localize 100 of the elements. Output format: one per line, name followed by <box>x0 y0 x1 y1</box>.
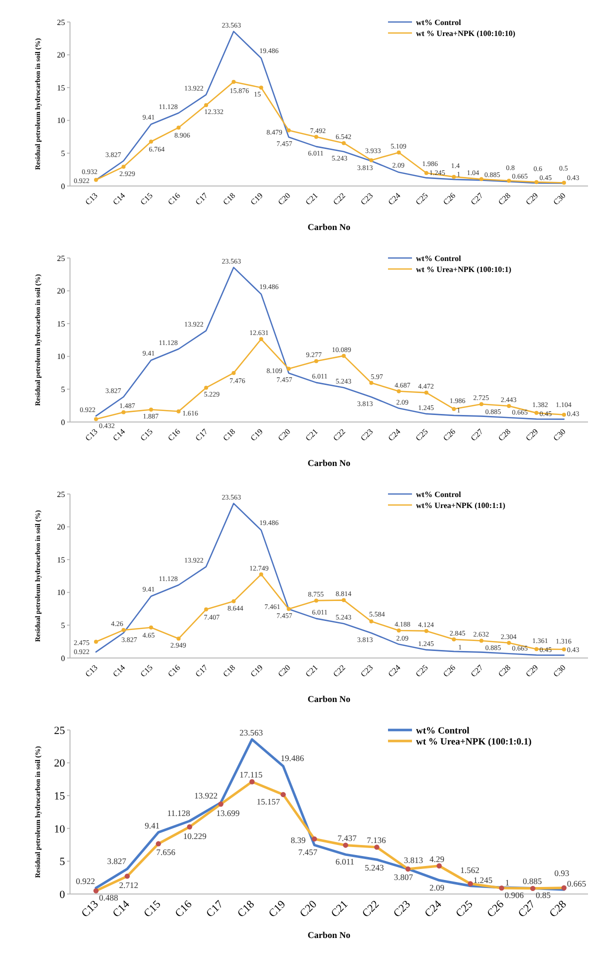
x-tick-label: C21 <box>304 427 320 443</box>
point <box>94 640 98 644</box>
x-tick-label: C20 <box>276 191 292 207</box>
data-label: 10.229 <box>183 830 206 841</box>
y-tick-label: 5 <box>61 621 65 630</box>
legend-label: wt% Control <box>416 490 462 499</box>
point <box>176 126 181 130</box>
data-label: 17.115 <box>239 770 263 780</box>
data-label: 2.712 <box>119 880 138 890</box>
x-tick-label: C30 <box>552 427 568 443</box>
x-tick-label: C15 <box>138 663 154 679</box>
x-tick-label: C15 <box>142 898 164 920</box>
data-label: 7.656 <box>156 846 176 857</box>
y-tick-label: 10 <box>54 823 66 836</box>
x-tick-label: C23 <box>358 427 375 443</box>
x-tick-label: C22 <box>331 427 348 443</box>
data-label: 0.665 <box>567 878 586 889</box>
x-tick-label: C16 <box>166 427 182 443</box>
y-tick-label: 5 <box>60 856 66 868</box>
x-tick-label: C19 <box>266 898 288 920</box>
data-label: 0.906 <box>504 890 524 900</box>
x-tick-label: C21 <box>304 663 320 679</box>
data-label: 3.807 <box>394 872 414 882</box>
x-tick-label: C13 <box>79 898 102 920</box>
x-tick-label: C24 <box>422 898 444 920</box>
data-label: 7.136 <box>366 835 386 846</box>
y-tick-label: 15 <box>57 83 65 92</box>
y-tick-label: 15 <box>54 790 66 802</box>
point <box>369 158 374 162</box>
y-tick-label: 25 <box>54 724 66 737</box>
x-tick-label: C24 <box>386 427 402 443</box>
data-label: 1.245 <box>473 874 493 885</box>
x-tick-label: C13 <box>84 663 100 679</box>
data-label: 3.827 <box>107 856 126 866</box>
y-tick-label: 0 <box>61 182 65 191</box>
x-tick-label: C26 <box>441 663 458 679</box>
data-label: 23.563 <box>239 727 263 738</box>
point <box>534 410 538 415</box>
x-tick-label: C27 <box>516 898 538 920</box>
y-tick-label: 15 <box>57 555 65 564</box>
x-tick-label: C30 <box>552 663 568 679</box>
data-label: 0.885 <box>522 876 542 886</box>
data-label: 1.562 <box>460 864 480 875</box>
point <box>396 150 401 154</box>
x-tick-label: C28 <box>496 427 512 443</box>
x-tick-label: C18 <box>235 898 258 920</box>
point <box>94 178 98 182</box>
x-tick-label: C20 <box>276 427 292 443</box>
point <box>479 638 484 643</box>
point <box>204 386 208 390</box>
y-tick-label: 10 <box>57 588 65 598</box>
y-tick-label: 5 <box>61 149 65 158</box>
point <box>314 598 318 603</box>
x-tick-label: C13 <box>84 191 100 207</box>
x-tick-label: C15 <box>138 427 154 443</box>
data-label: 7.437 <box>338 833 357 844</box>
x-tick-label: C18 <box>221 663 238 679</box>
x-tick-label: C14 <box>111 427 127 443</box>
point <box>122 410 126 414</box>
point <box>232 80 236 84</box>
x-tick-label: C17 <box>194 663 210 679</box>
point <box>396 628 401 633</box>
x-tick-label: C16 <box>166 663 182 679</box>
x-axis-title: Carbon No <box>308 458 351 468</box>
point <box>342 598 346 602</box>
point <box>452 174 456 179</box>
data-label: 13.922 <box>194 790 218 801</box>
point <box>286 128 291 132</box>
x-tick-label: C25 <box>414 663 430 679</box>
x-tick-label: C23 <box>391 898 414 920</box>
x-tick-label: C15 <box>138 191 154 207</box>
x-tick-label: C20 <box>298 898 320 920</box>
x-tick-label: C25 <box>414 427 430 443</box>
point <box>369 380 374 385</box>
x-tick-label: C27 <box>469 427 485 443</box>
legend-label: wt% Control <box>416 726 470 736</box>
data-label: 0.85 <box>536 890 551 900</box>
point <box>232 370 236 375</box>
y-tick-label: 5 <box>61 385 65 394</box>
data-label: 0.488 <box>99 892 118 903</box>
data-label: 5.243 <box>364 862 384 873</box>
x-tick-label: C22 <box>331 663 348 679</box>
x-tick-label: C26 <box>484 898 507 920</box>
x-tick-label: C24 <box>386 191 402 207</box>
y-tick-label: 10 <box>57 116 65 126</box>
x-tick-label: C21 <box>304 191 320 207</box>
x-tick-label: C22 <box>360 898 382 920</box>
x-tick-label: C26 <box>441 191 458 207</box>
x-axis-title: Carbon No <box>308 930 351 940</box>
point <box>342 354 346 358</box>
data-label: 0.93 <box>554 868 570 878</box>
x-tick-label: C29 <box>524 663 540 679</box>
point <box>259 337 264 342</box>
x-tick-label: C13 <box>84 427 100 443</box>
point <box>286 366 291 371</box>
legend-label: wt% Control <box>416 18 462 27</box>
point <box>149 140 154 144</box>
point <box>232 599 236 604</box>
point <box>259 86 264 90</box>
x-tick-label: C19 <box>248 191 265 207</box>
